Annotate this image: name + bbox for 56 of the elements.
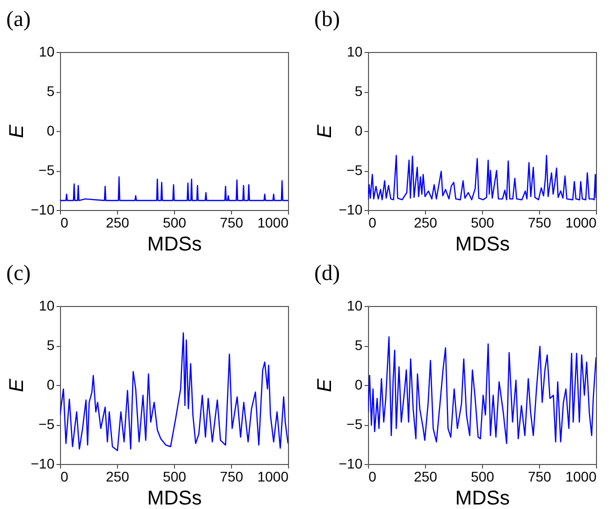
x-tick-label: 1000 xyxy=(257,214,289,230)
x-tick-label: 250 xyxy=(106,468,130,484)
y-tick-label: 5 xyxy=(354,83,363,99)
y-tick-label: 0 xyxy=(46,122,55,138)
x-tick-label: 500 xyxy=(162,214,186,230)
y-tick-label: −5 xyxy=(346,162,363,178)
x-axis-title: MDSs xyxy=(455,234,510,256)
y-tick-label: 10 xyxy=(38,44,55,60)
x-axis-title: MDSs xyxy=(455,488,510,509)
x-tick-label: 1000 xyxy=(565,468,597,484)
y-tick-label: 10 xyxy=(346,44,363,60)
line-series xyxy=(368,154,596,200)
x-axis-title: MDSs xyxy=(147,488,202,509)
x-axis-title: MDSs xyxy=(147,234,202,256)
chart-title: (d) xyxy=(314,260,340,285)
x-tick-label: 0 xyxy=(368,214,376,230)
chart-title: (c) xyxy=(6,260,31,285)
y-tick-label: 0 xyxy=(354,122,363,138)
chart-title: (a) xyxy=(6,6,31,31)
x-tick-label: 250 xyxy=(106,214,130,230)
y-tick-label: 5 xyxy=(354,337,363,353)
y-tick-label: −10 xyxy=(30,456,55,472)
line-series xyxy=(368,336,596,444)
x-tick-label: 1000 xyxy=(257,468,289,484)
y-axis-title: E xyxy=(314,378,336,392)
y-axis-title: E xyxy=(314,124,336,138)
line-series xyxy=(60,332,288,452)
y-tick-label: −10 xyxy=(338,456,363,472)
x-tick-label: 750 xyxy=(220,214,244,230)
x-tick-label: 750 xyxy=(528,468,552,484)
x-tick-label: 0 xyxy=(60,214,68,230)
x-tick-label: 1000 xyxy=(565,214,597,230)
x-tick-label: 750 xyxy=(220,468,244,484)
y-tick-label: −5 xyxy=(346,416,363,432)
y-tick-label: −5 xyxy=(38,416,55,432)
y-tick-label: 0 xyxy=(46,376,55,392)
y-tick-label: 10 xyxy=(346,298,363,314)
y-tick-label: 5 xyxy=(46,83,55,99)
x-tick-label: 250 xyxy=(414,468,438,484)
x-tick-label: 0 xyxy=(60,468,68,484)
line-series xyxy=(60,176,288,202)
x-tick-label: 500 xyxy=(162,468,186,484)
x-tick-label: 750 xyxy=(528,214,552,230)
y-tick-label: −10 xyxy=(30,202,55,218)
y-axis-title: E xyxy=(6,124,28,138)
y-axis-title: E xyxy=(6,378,28,392)
x-tick-label: 250 xyxy=(414,214,438,230)
x-tick-label: 500 xyxy=(470,468,494,484)
y-tick-label: 5 xyxy=(46,337,55,353)
y-tick-label: −5 xyxy=(38,162,55,178)
y-tick-label: 10 xyxy=(38,298,55,314)
x-tick-label: 0 xyxy=(368,468,376,484)
y-tick-label: 0 xyxy=(354,376,363,392)
x-tick-label: 500 xyxy=(470,214,494,230)
chart-title: (b) xyxy=(314,6,340,31)
y-tick-label: −10 xyxy=(338,202,363,218)
